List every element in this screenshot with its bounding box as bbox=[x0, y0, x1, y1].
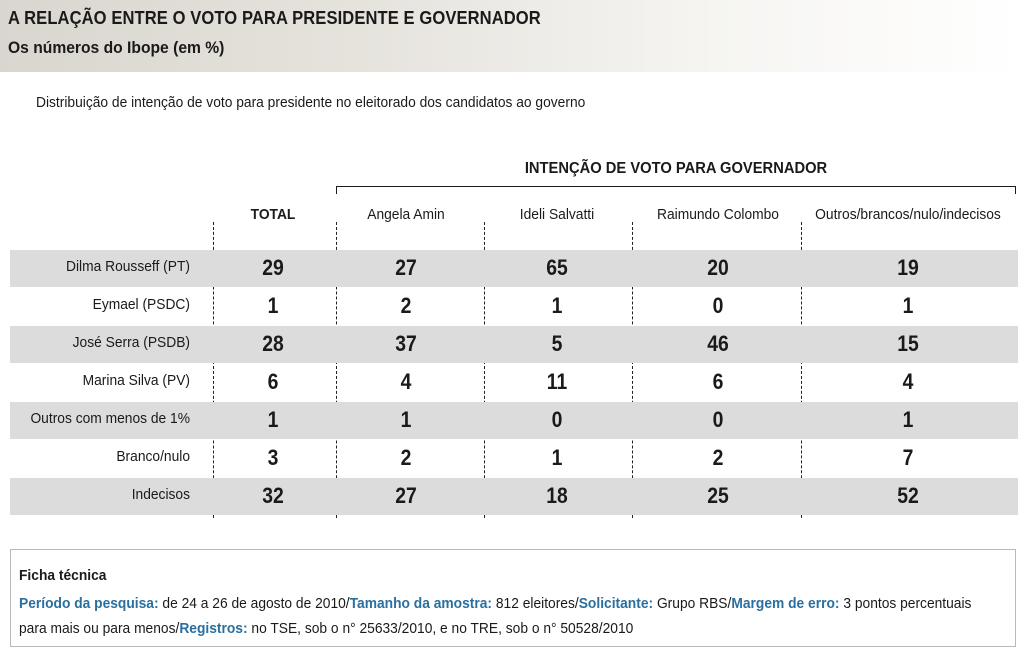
table-cell-value: 15 bbox=[897, 331, 919, 356]
row-label: José Serra (PSDB) bbox=[72, 334, 190, 351]
technical-sheet-title: Ficha técnica bbox=[19, 567, 107, 584]
table-cell-value: 27 bbox=[395, 255, 417, 280]
table-cell-value: 32 bbox=[262, 483, 284, 508]
column-header: Outros/brancos/nulo/indecisos bbox=[815, 206, 1001, 223]
chart-subtitle: Os números do Ibope (em %) bbox=[8, 38, 225, 57]
margem-value: 3 pontos percentuais para mais ou para m… bbox=[19, 595, 972, 637]
table-cell-value: 28 bbox=[262, 331, 284, 356]
table-cell-value: 1 bbox=[902, 293, 914, 318]
column-header: Raimundo Colombo bbox=[657, 206, 779, 223]
table-row-shade bbox=[10, 478, 1018, 515]
table-cell-value: 6 bbox=[267, 369, 279, 394]
row-label: Marina Silva (PV) bbox=[82, 372, 190, 389]
table-cell-value: 4 bbox=[902, 369, 914, 394]
solicitante-value: Grupo RBS/ bbox=[653, 595, 732, 612]
header-band bbox=[0, 0, 1024, 72]
table-cell-value: 46 bbox=[707, 331, 729, 356]
table-cell-value: 5 bbox=[551, 331, 563, 356]
row-label: Outros com menos de 1% bbox=[30, 410, 191, 427]
table-cell-value: 4 bbox=[400, 369, 412, 394]
table-cell-value: 2 bbox=[400, 445, 412, 470]
amostra-value: 812 eleitores/ bbox=[492, 595, 579, 612]
table-cell-value: 1 bbox=[400, 407, 412, 432]
amostra-label: Tamanho da amostra: bbox=[349, 595, 493, 612]
group-bracket bbox=[336, 186, 1016, 194]
table-cell-value: 65 bbox=[546, 255, 568, 280]
table-cell-value: 7 bbox=[902, 445, 914, 470]
row-label: Eymael (PSDC) bbox=[92, 296, 190, 313]
registros-label: Registros: bbox=[179, 620, 248, 637]
column-separator bbox=[484, 222, 485, 518]
table-cell-value: 1 bbox=[551, 445, 563, 470]
column-separator bbox=[632, 222, 633, 518]
table-cell-value: 2 bbox=[712, 445, 724, 470]
table-cell-value: 1 bbox=[551, 293, 563, 318]
chart-title: A RELAÇÃO ENTRE O VOTO PARA PRESIDENTE E… bbox=[8, 8, 541, 28]
table-cell-value: 27 bbox=[395, 483, 417, 508]
table-cell-value: 1 bbox=[267, 293, 279, 318]
column-separator bbox=[213, 222, 214, 518]
table-cell-value: 3 bbox=[267, 445, 279, 470]
governor-group-header: INTENÇÃO DE VOTO PARA GOVERNADOR bbox=[524, 160, 828, 177]
table-cell-value: 52 bbox=[897, 483, 919, 508]
table-cell-value: 1 bbox=[902, 407, 914, 432]
table-cell-value: 37 bbox=[395, 331, 417, 356]
periodo-label: Período da pesquisa: bbox=[19, 595, 159, 612]
table-description: Distribuição de intenção de voto para pr… bbox=[36, 94, 586, 111]
column-header: TOTAL bbox=[250, 206, 296, 223]
margem-label: Margem de erro: bbox=[731, 595, 840, 612]
periodo-value: de 24 a 26 de agosto de 2010/ bbox=[158, 595, 350, 612]
row-label: Indecisos bbox=[131, 486, 190, 503]
table-row-shade bbox=[10, 326, 1018, 363]
table-cell-value: 11 bbox=[546, 369, 568, 394]
column-header: Ideli Salvatti bbox=[519, 206, 595, 223]
row-label: Dilma Rousseff (PT) bbox=[66, 258, 190, 275]
table-cell-value: 6 bbox=[712, 369, 724, 394]
row-label: Branco/nulo bbox=[116, 448, 190, 465]
table-cell-value: 29 bbox=[262, 255, 284, 280]
table-cell-value: 19 bbox=[897, 255, 919, 280]
column-separator bbox=[801, 222, 802, 518]
table-cell-value: 0 bbox=[712, 293, 724, 318]
table-cell-value: 0 bbox=[712, 407, 724, 432]
technical-sheet-text: Período da pesquisa: de 24 a 26 de agost… bbox=[19, 591, 994, 641]
table-row-shade bbox=[10, 402, 1018, 439]
table-cell-value: 18 bbox=[546, 483, 568, 508]
table-cell-value: 2 bbox=[400, 293, 412, 318]
column-header: Angela Amin bbox=[367, 206, 445, 223]
technical-sheet: Ficha técnica Período da pesquisa: de 24… bbox=[10, 549, 1016, 647]
table-cell-value: 20 bbox=[707, 255, 729, 280]
table-cell-value: 25 bbox=[707, 483, 729, 508]
solicitante-label: Solicitante: bbox=[578, 595, 654, 612]
table-cell-value: 0 bbox=[551, 407, 563, 432]
table-row-shade bbox=[10, 250, 1018, 287]
column-separator bbox=[336, 222, 337, 518]
table-cell-value: 1 bbox=[267, 407, 279, 432]
registros-value: no TSE, sob o n° 25633/2010, e no TRE, s… bbox=[247, 620, 634, 637]
